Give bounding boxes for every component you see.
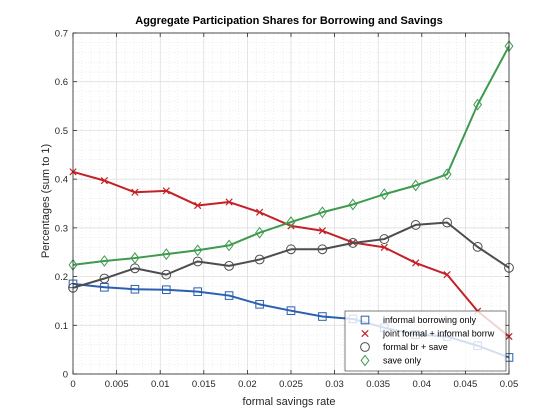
data-point — [224, 260, 234, 271]
legend-label: save only — [383, 356, 422, 366]
data-point — [286, 244, 296, 255]
y-tick-label: 0.1 — [55, 321, 68, 332]
data-point — [224, 291, 234, 300]
data-point — [286, 216, 296, 228]
x-tick-label: 0.04 — [413, 379, 432, 390]
data-point — [255, 226, 265, 239]
y-tick-label: 0.5 — [55, 126, 68, 137]
legend-label: formal br + save — [383, 342, 448, 352]
x-axis-label: formal savings rate — [243, 396, 336, 408]
data-point — [442, 168, 452, 181]
chart-title: Aggregate Participation Shares for Borro… — [135, 15, 442, 27]
legend-box — [344, 310, 507, 372]
data-point — [194, 201, 202, 210]
legend-marker — [361, 329, 369, 338]
data-point — [224, 239, 234, 252]
data-point — [99, 273, 110, 284]
data-point — [318, 312, 327, 321]
y-tick-label: 0.4 — [55, 175, 68, 186]
series-line-3 — [72, 45, 510, 266]
y-tick-label: 0.2 — [55, 272, 68, 283]
data-point — [130, 252, 140, 264]
x-tick-label: 0.005 — [105, 379, 129, 390]
data-point — [130, 284, 140, 294]
x-tick-label: 0.03 — [325, 379, 344, 390]
legend-marker — [360, 315, 370, 325]
data-point — [100, 176, 109, 185]
y-tick-label: 0.7 — [55, 29, 68, 40]
data-point — [443, 270, 451, 279]
data-point — [379, 234, 390, 244]
data-point — [411, 179, 421, 192]
legend-marker — [360, 342, 370, 352]
x-tick-label: 0.01 — [151, 379, 170, 390]
data-point — [100, 282, 109, 292]
y-tick-label: 0.6 — [55, 77, 68, 88]
data-point — [412, 259, 420, 267]
legend-label: informal borrowing only — [383, 315, 477, 325]
data-point — [192, 256, 203, 267]
data-point — [255, 300, 264, 309]
data-point — [472, 241, 483, 252]
data-point — [348, 238, 358, 248]
y-tick-label: 0 — [63, 370, 68, 381]
data-point — [317, 244, 328, 255]
x-tick-label: 0.025 — [279, 379, 303, 390]
data-point — [317, 206, 327, 219]
data-point — [225, 198, 233, 206]
x-tick-label: 0.05 — [500, 379, 519, 390]
x-tick-label: 0 — [70, 379, 75, 390]
minor-grid — [73, 33, 509, 374]
data-point — [255, 208, 264, 216]
x-axis-ticks: 0 0.005 0.01 0.015 0.02 0.025 0.03 0.035 0.04 0.0… — [70, 33, 518, 390]
data-point — [99, 255, 109, 267]
series-line-2 — [72, 221, 510, 289]
data-point — [348, 198, 358, 211]
data-point — [380, 243, 388, 251]
data-point — [442, 217, 452, 228]
data-point — [193, 244, 203, 257]
y-tick-label: 0.3 — [55, 223, 68, 234]
data-point — [162, 285, 171, 295]
data-point — [161, 269, 172, 280]
legend-marker — [360, 354, 370, 367]
data-point — [193, 287, 202, 296]
data-point — [473, 98, 483, 111]
data-point — [379, 188, 389, 201]
x-tick-label: 0.015 — [192, 379, 216, 390]
x-tick-label: 0.045 — [454, 379, 478, 390]
legend-label: joint formal + informal borrw — [382, 329, 495, 339]
data-point — [254, 254, 265, 265]
data-point — [161, 248, 171, 261]
series-2 — [68, 217, 514, 293]
y-axis-ticks: 0 0.1 0.2 0.3 0.4 0.5 0.6 0.7 — [55, 29, 509, 381]
data-point — [131, 188, 139, 196]
data-point — [318, 227, 327, 235]
data-point — [162, 187, 170, 195]
data-point — [286, 306, 296, 315]
series-3 — [68, 40, 514, 271]
x-tick-label: 0.035 — [366, 379, 390, 390]
x-tick-label: 0.02 — [238, 379, 257, 390]
y-axis-label: Percentages (sum to 1) — [40, 144, 52, 258]
legend: informal borrowing only joint formal + in… — [344, 310, 507, 372]
data-point — [410, 220, 421, 230]
